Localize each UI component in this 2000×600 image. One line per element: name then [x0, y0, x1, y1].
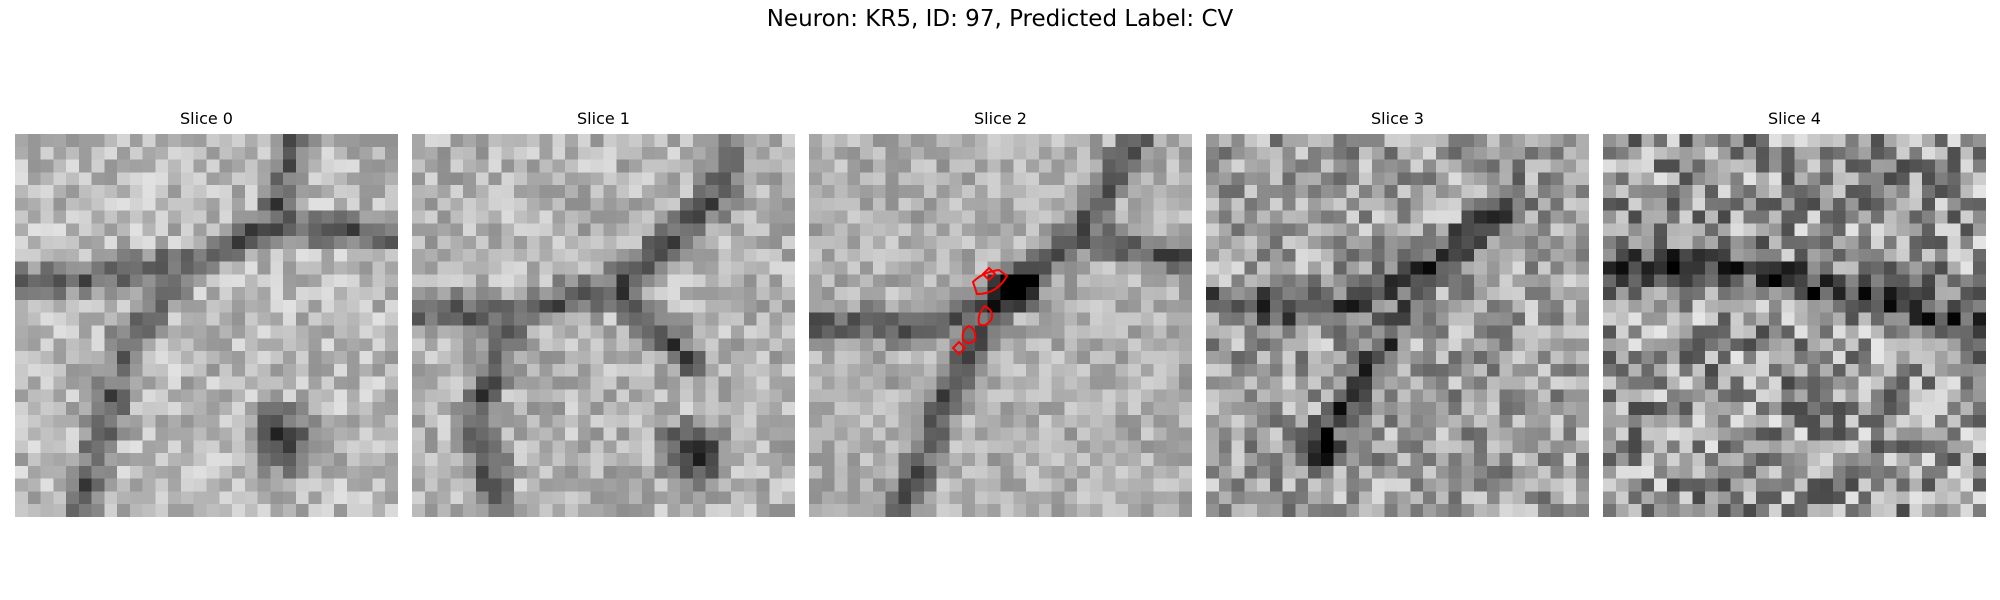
slice-image-1	[412, 134, 795, 517]
slice-image-3	[1206, 134, 1589, 517]
slice-panel-1: Slice 1	[412, 108, 795, 517]
slice-image-0	[15, 134, 398, 517]
slice-panel-2: Slice 2	[809, 108, 1192, 517]
contour-overlay	[951, 266, 1009, 356]
slice-panel-0: Slice 0	[15, 108, 398, 517]
slice-title-1: Slice 1	[577, 109, 630, 128]
slice-image-2	[809, 134, 1192, 517]
slice-title-3: Slice 3	[1371, 109, 1424, 128]
contour-outline-2	[977, 304, 994, 327]
slice-title-4: Slice 4	[1768, 109, 1821, 128]
slice-panel-3: Slice 3	[1206, 108, 1589, 517]
slice-title-2: Slice 2	[974, 109, 1027, 128]
slice-image-4	[1603, 134, 1986, 517]
contour-outline-4	[951, 340, 967, 356]
figure-title: Neuron: KR5, ID: 97, Predicted Label: CV	[766, 6, 1234, 32]
slice-panel-4: Slice 4	[1603, 108, 1986, 517]
contour-outline-1	[971, 268, 1009, 296]
contour-outline-3	[961, 324, 977, 344]
slice-title-0: Slice 0	[180, 109, 233, 128]
